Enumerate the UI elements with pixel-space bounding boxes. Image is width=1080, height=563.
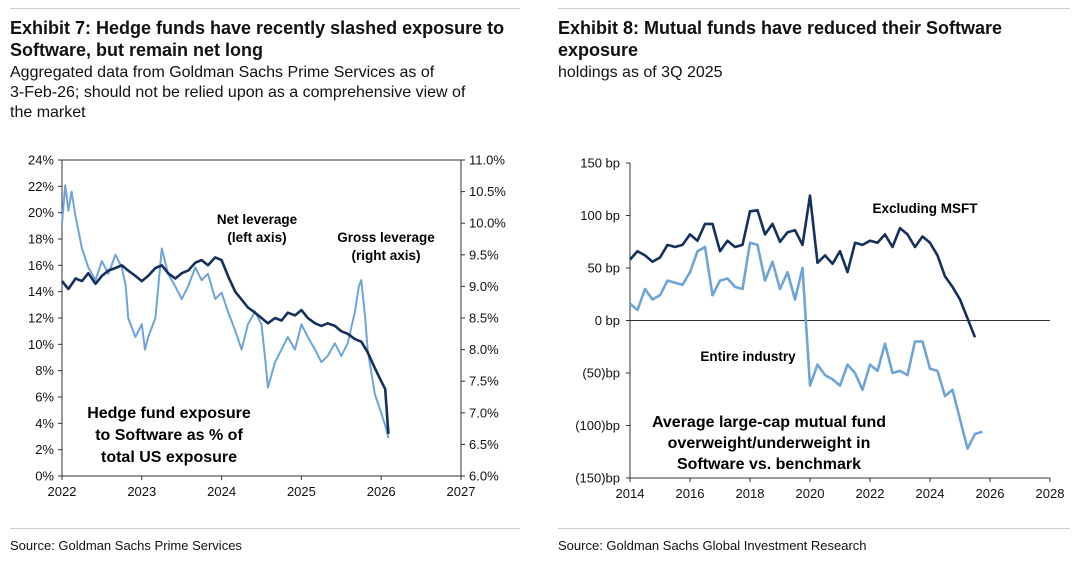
left-tick-label: 14% — [28, 284, 54, 299]
gross-leverage-label: Gross leverage — [337, 230, 435, 245]
exhibit-8-title: Exhibit 8: Mutual funds have reduced the… — [558, 17, 1002, 61]
x-tick-label: 2022 — [48, 484, 77, 499]
source-rule — [558, 528, 1070, 529]
y-tick-label: (100)bp — [575, 418, 620, 433]
right-tick-label: 11.0% — [469, 153, 505, 168]
right-tick-label: 7.0% — [469, 405, 499, 420]
x-tick-label: 2022 — [856, 486, 885, 501]
x-tick-label: 2025 — [287, 484, 316, 499]
chart-text-line: Hedge fund exposure — [87, 405, 251, 422]
right-tick-label: 6.5% — [469, 437, 499, 452]
series-lines — [629, 194, 983, 450]
y-tick-label: 0 bp — [595, 313, 620, 328]
subtitle-line: 3-Feb-26; should not be relied upon as a… — [10, 84, 466, 101]
y-tick-label: (150)bp — [575, 471, 620, 486]
x-tick-label: 2028 — [1036, 486, 1065, 501]
chart-text-line: to Software as % of — [95, 427, 243, 444]
hedge-fund-chart: 0% 2% 4% 6% 8% 10% 12% 14% 16% 18% 20% 22% 24% 6.0% 6.… — [28, 153, 506, 500]
left-tick-label: 16% — [28, 258, 54, 273]
left-tick-label: 4% — [35, 416, 54, 431]
x-tick-label: 2024 — [916, 486, 945, 501]
excluding-msft-label: Excluding MSFT — [872, 201, 978, 216]
x-tick-label: 2020 — [796, 486, 825, 501]
exhibit-8-subtitle: holdings as of 3Q 2025 — [558, 64, 723, 81]
right-tick-label: 8.0% — [469, 342, 499, 357]
title-line: Exhibit 7: Hedge funds have recently sla… — [10, 18, 505, 38]
x-tick-label: 2027 — [447, 484, 476, 499]
y-tick-label: 100 bp — [580, 208, 620, 223]
axis-ticks: 0% 2% 4% 6% 8% 10% 12% 14% 16% 18% 20% 22% 24% 6.0% 6.… — [28, 153, 506, 500]
y-tick-label: 50 bp — [587, 261, 620, 276]
left-tick-label: 20% — [28, 205, 54, 220]
subtitle-line: the market — [10, 104, 86, 121]
left-tick-label: 8% — [35, 363, 54, 378]
source-note: Source: Goldman Sachs Prime Services — [10, 538, 242, 553]
right-tick-label: 7.5% — [469, 374, 499, 389]
y-tick-label: 150 bp — [580, 156, 620, 171]
entire-industry-label: Entire industry — [700, 349, 796, 364]
title-line: exposure — [558, 40, 639, 60]
left-tick-label: 12% — [28, 311, 54, 326]
exhibit-7-subtitle: Aggregated data from Goldman Sachs Prime… — [10, 63, 465, 123]
x-tick-label: 2018 — [736, 486, 765, 501]
gross-leverage-line — [61, 184, 390, 439]
entire-industry-line — [629, 241, 983, 450]
gross-leverage-axis-label: (right axis) — [351, 248, 420, 263]
exhibit-7-title: Exhibit 7: Hedge funds have recently sla… — [10, 17, 504, 61]
net-leverage-axis-label: (left axis) — [227, 230, 286, 245]
exhibit-7-panel: Exhibit 7: Hedge funds have recently sla… — [0, 0, 530, 563]
left-tick-label: 18% — [28, 232, 54, 247]
source-note: Source: Goldman Sachs Global Investment … — [558, 538, 867, 553]
chart-text-line: Software vs. benchmark — [677, 456, 861, 473]
title-line: Exhibit 8: Mutual funds have reduced the… — [558, 18, 1003, 38]
right-tick-label: 6.0% — [469, 469, 499, 484]
right-tick-label: 8.5% — [469, 311, 499, 326]
left-tick-label: 10% — [28, 337, 54, 352]
chart-text-line: Average large-cap mutual fund — [652, 414, 886, 431]
left-tick-label: 6% — [35, 390, 54, 405]
left-tick-label: 22% — [28, 179, 54, 194]
x-tick-label: 2023 — [127, 484, 156, 499]
x-tick-label: 2026 — [367, 484, 396, 499]
x-tick-label: 2014 — [616, 486, 645, 501]
excluding-msft-line — [629, 194, 977, 338]
series-lines — [60, 184, 390, 439]
net-leverage-line — [60, 256, 390, 434]
left-tick-label: 24% — [28, 153, 54, 168]
source-rule — [10, 528, 520, 529]
subtitle-line: Aggregated data from Goldman Sachs Prime… — [10, 64, 435, 81]
mutual-fund-chart: 150 bp 100 bp 50 bp 0 bp (50)bp (100)bp (150)b… — [575, 156, 1064, 502]
right-tick-label: 10.0% — [469, 216, 506, 231]
left-tick-label: 0% — [35, 469, 54, 484]
chart-text-line: total US exposure — [101, 449, 237, 466]
title-line: Software, but remain net long — [10, 40, 264, 60]
right-tick-label: 10.5% — [469, 184, 506, 199]
right-tick-label: 9.0% — [469, 279, 499, 294]
exhibit-8-panel: Exhibit 8: Mutual funds have reduced the… — [548, 0, 1080, 563]
axis-ticks: 150 bp 100 bp 50 bp 0 bp (50)bp (100)bp (150)b… — [575, 156, 1064, 502]
left-tick-label: 2% — [35, 442, 54, 457]
net-leverage-label: Net leverage — [217, 212, 298, 227]
y-tick-label: (50)bp — [582, 366, 620, 381]
x-tick-label: 2016 — [676, 486, 705, 501]
x-tick-label: 2026 — [976, 486, 1005, 501]
x-tick-label: 2024 — [207, 484, 236, 499]
top-rule — [558, 8, 1070, 9]
top-rule — [10, 8, 520, 9]
right-tick-label: 9.5% — [469, 247, 499, 262]
chart-text-line: overweight/underweight in — [668, 435, 871, 452]
